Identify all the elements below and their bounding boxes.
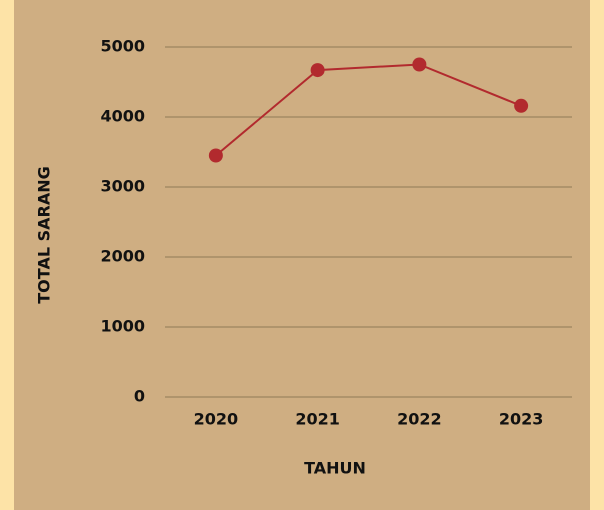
x-tick-label: 2023 [499,410,544,429]
y-tick-label: 0 [134,387,145,406]
point [209,149,223,163]
x-tick-label: 2020 [194,410,239,429]
chart: TAHUN TOTAL SARANG 0 1000 2000 3000 4000 5000… [0,0,604,510]
y-tick-label: 3000 [100,177,145,196]
x-tick-label: 2021 [295,410,340,429]
y-tick-label: 1000 [100,317,145,336]
point [412,58,426,72]
point [311,63,325,77]
y-axis-label: TOTAL SARANG [35,166,54,303]
y-tick-label: 2000 [100,247,145,266]
y-tick-label: 5000 [100,37,145,56]
point [514,99,528,113]
x-axis-label: TAHUN [304,459,366,478]
x-tick-label: 2022 [397,410,442,429]
page: {"chart_data": {"type": "line", "x_label… [0,0,604,510]
y-tick-label: 4000 [100,107,145,126]
